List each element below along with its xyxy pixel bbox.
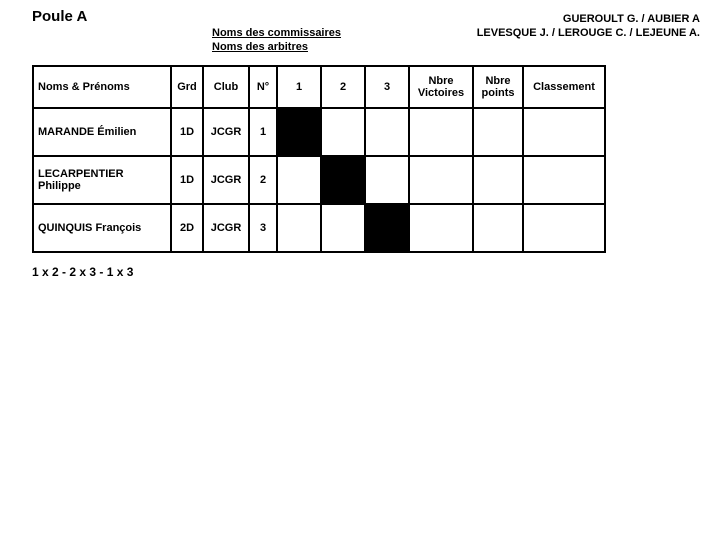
table-cell bbox=[409, 204, 473, 252]
table-cell bbox=[321, 156, 365, 204]
table-cell: MARANDE Émilien bbox=[33, 108, 171, 156]
table-cell: 1 bbox=[249, 108, 277, 156]
table-cell bbox=[277, 204, 321, 252]
table-cell bbox=[523, 156, 605, 204]
table-cell bbox=[365, 108, 409, 156]
table-cell: 1D bbox=[171, 108, 203, 156]
arbitres-value: LEVESQUE J. / LEROUGE C. / LEJEUNE A. bbox=[432, 26, 700, 40]
commissaires-label: Noms des commissaires bbox=[212, 26, 392, 40]
commissaires-value: GUEROULT G. / AUBIER A bbox=[432, 12, 700, 26]
table-cell: LECARPENTIER Philippe bbox=[33, 156, 171, 204]
table-cell: JCGR bbox=[203, 156, 249, 204]
col-name: Noms & Prénoms bbox=[33, 66, 171, 108]
table-cell: JCGR bbox=[203, 108, 249, 156]
col-grd: Grd bbox=[171, 66, 203, 108]
table-cell bbox=[277, 108, 321, 156]
col-rank: Classement bbox=[523, 66, 605, 108]
table-row: LECARPENTIER Philippe1DJCGR2 bbox=[33, 156, 605, 204]
table-cell bbox=[365, 204, 409, 252]
table-row: MARANDE Émilien1DJCGR1 bbox=[33, 108, 605, 156]
col-vict: Nbre Victoires bbox=[409, 66, 473, 108]
table-cell: 1D bbox=[171, 156, 203, 204]
table-cell bbox=[409, 156, 473, 204]
table-cell bbox=[473, 156, 523, 204]
table-cell: 2D bbox=[171, 204, 203, 252]
arbitres-label: Noms des arbitres bbox=[212, 40, 392, 54]
col-m3: 3 bbox=[365, 66, 409, 108]
table-cell: JCGR bbox=[203, 204, 249, 252]
table-cell: 2 bbox=[249, 156, 277, 204]
table-cell bbox=[523, 108, 605, 156]
table-header: Noms & Prénoms Grd Club N° 1 2 3 Nbre Vi… bbox=[33, 66, 605, 108]
table-cell bbox=[321, 108, 365, 156]
table-cell: 3 bbox=[249, 204, 277, 252]
table-cell bbox=[523, 204, 605, 252]
col-m2: 2 bbox=[321, 66, 365, 108]
table-cell bbox=[277, 156, 321, 204]
pool-table: Noms & Prénoms Grd Club N° 1 2 3 Nbre Vi… bbox=[32, 65, 606, 253]
col-pts: Nbre points bbox=[473, 66, 523, 108]
col-num: N° bbox=[249, 66, 277, 108]
table-cell bbox=[473, 204, 523, 252]
col-club: Club bbox=[203, 66, 249, 108]
table-cell bbox=[365, 156, 409, 204]
table-cell: QUINQUIS François bbox=[33, 204, 171, 252]
pool-title: Poule A bbox=[32, 8, 172, 25]
col-m1: 1 bbox=[277, 66, 321, 108]
match-order: 1 x 2 - 2 x 3 - 1 x 3 bbox=[32, 265, 700, 279]
table-cell bbox=[321, 204, 365, 252]
table-row: QUINQUIS François2DJCGR3 bbox=[33, 204, 605, 252]
table-cell bbox=[409, 108, 473, 156]
table-cell bbox=[473, 108, 523, 156]
